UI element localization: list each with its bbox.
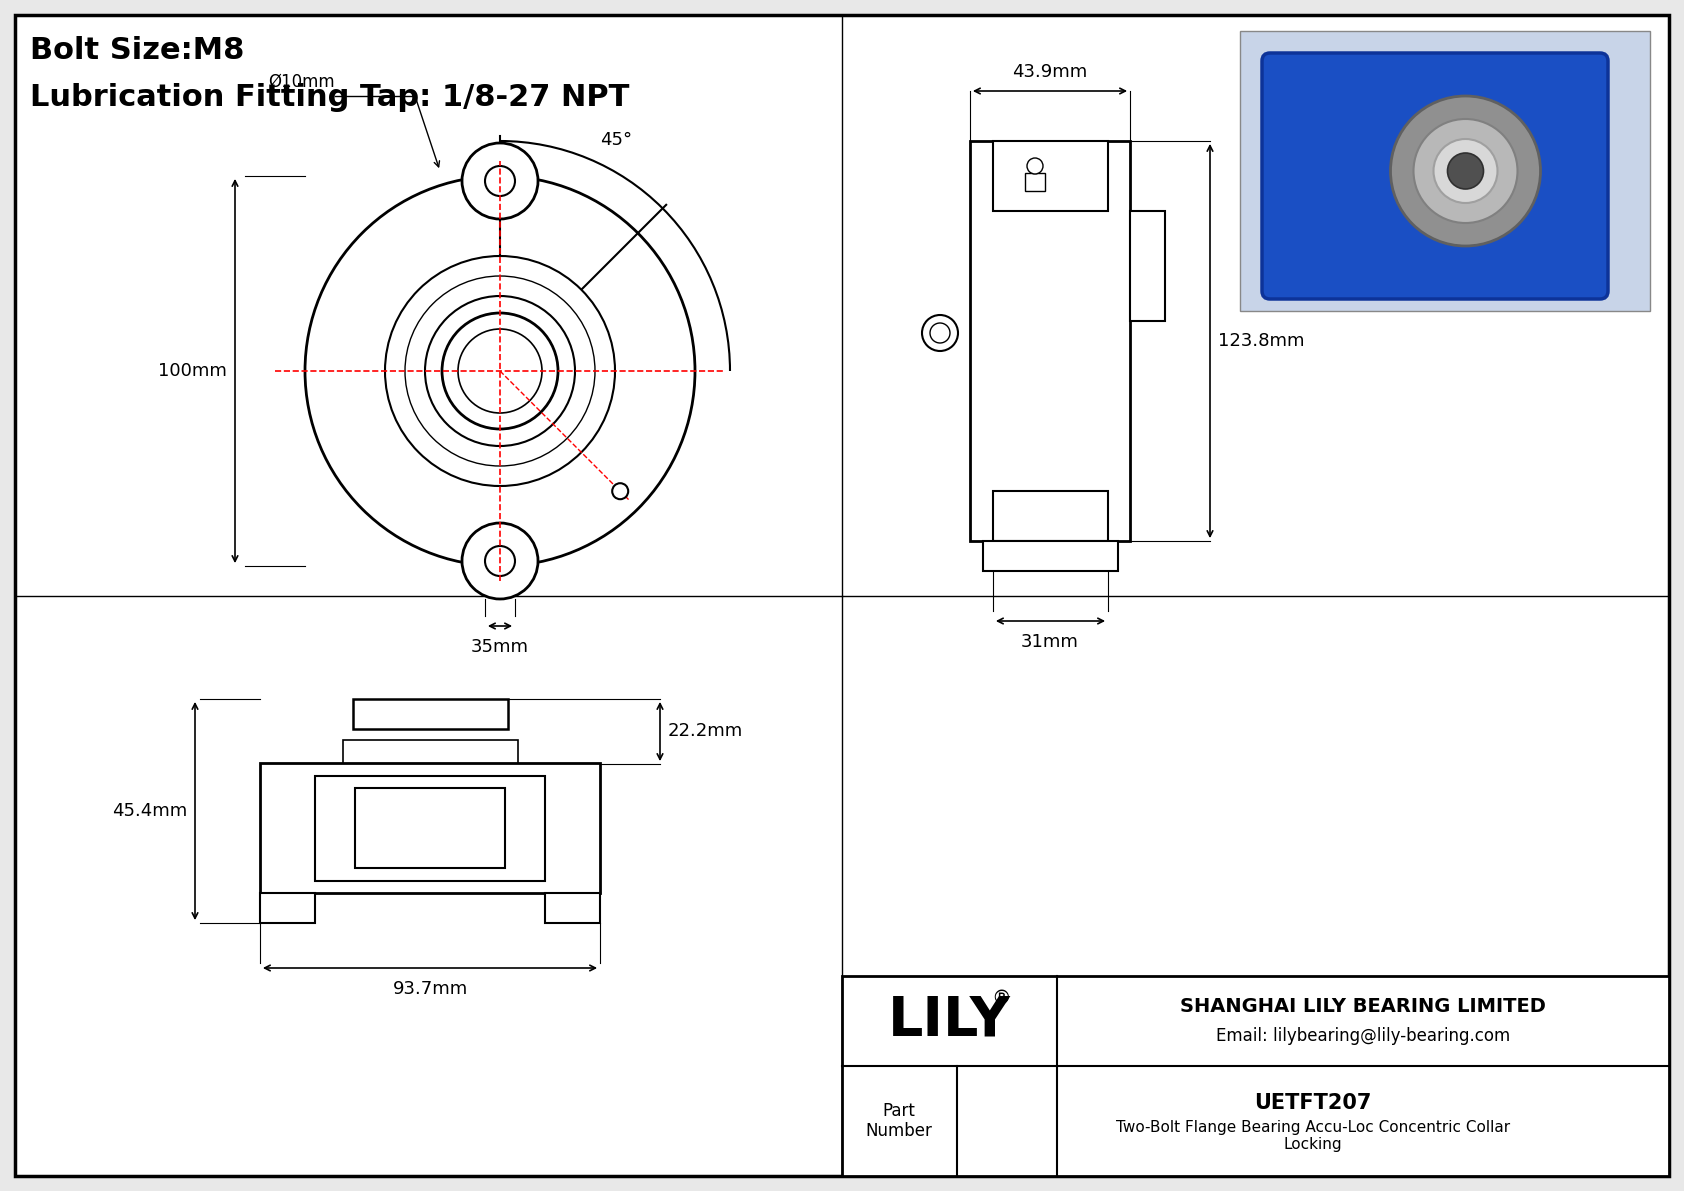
Bar	[344, 740, 519, 763]
Text: Ø10mm: Ø10mm	[268, 73, 335, 91]
Circle shape	[305, 176, 695, 566]
Bar	[315, 777, 546, 881]
Bar	[259, 893, 315, 923]
Text: Email: lilybearing@lily-bearing.com: Email: lilybearing@lily-bearing.com	[1216, 1027, 1511, 1045]
Text: 45.4mm: 45.4mm	[111, 802, 187, 819]
Text: ®: ®	[992, 990, 1010, 1009]
Circle shape	[485, 166, 515, 197]
Bar	[994, 141, 1108, 211]
Circle shape	[1448, 152, 1484, 189]
Circle shape	[930, 323, 950, 343]
Bar	[1239, 31, 1650, 311]
Circle shape	[461, 143, 537, 219]
Circle shape	[485, 545, 515, 576]
Bar	[546, 893, 600, 923]
Bar	[354, 699, 509, 729]
Text: UETFT207: UETFT207	[1255, 1093, 1372, 1114]
Circle shape	[1413, 119, 1517, 223]
Text: 31mm: 31mm	[1021, 632, 1079, 651]
Text: 93.7mm: 93.7mm	[392, 980, 468, 998]
Text: 100mm: 100mm	[158, 362, 227, 380]
Text: 45°: 45°	[600, 131, 632, 149]
Text: Bolt Size:M8: Bolt Size:M8	[30, 36, 244, 66]
Circle shape	[1433, 139, 1497, 202]
Circle shape	[441, 313, 557, 429]
FancyBboxPatch shape	[1261, 54, 1608, 299]
Bar	[994, 491, 1108, 541]
Circle shape	[461, 523, 537, 599]
Circle shape	[404, 276, 594, 466]
Text: 43.9mm: 43.9mm	[1012, 63, 1088, 81]
Bar	[1026, 173, 1046, 191]
Bar	[970, 141, 1130, 541]
Text: Lubrication Fitting Tap: 1/8-27 NPT: Lubrication Fitting Tap: 1/8-27 NPT	[30, 83, 630, 112]
Bar	[259, 763, 600, 893]
Circle shape	[1027, 158, 1042, 174]
Text: 35mm: 35mm	[472, 638, 529, 656]
Circle shape	[613, 484, 628, 499]
Bar	[1130, 211, 1165, 322]
Circle shape	[1391, 96, 1541, 247]
Text: 123.8mm: 123.8mm	[1218, 332, 1305, 350]
Circle shape	[458, 329, 542, 413]
Text: 22.2mm: 22.2mm	[669, 723, 743, 741]
Text: Part
Number: Part Number	[866, 1102, 933, 1141]
Text: Two-Bolt Flange Bearing Accu-Loc Concentric Collar
Locking: Two-Bolt Flange Bearing Accu-Loc Concent…	[1116, 1120, 1511, 1152]
Bar	[842, 975, 1669, 1176]
Bar	[355, 788, 505, 868]
Circle shape	[386, 256, 615, 486]
Circle shape	[424, 297, 574, 445]
Text: LILY: LILY	[887, 994, 1010, 1048]
Bar	[983, 541, 1118, 570]
Text: SHANGHAI LILY BEARING LIMITED: SHANGHAI LILY BEARING LIMITED	[1180, 997, 1546, 1016]
Circle shape	[923, 314, 958, 351]
